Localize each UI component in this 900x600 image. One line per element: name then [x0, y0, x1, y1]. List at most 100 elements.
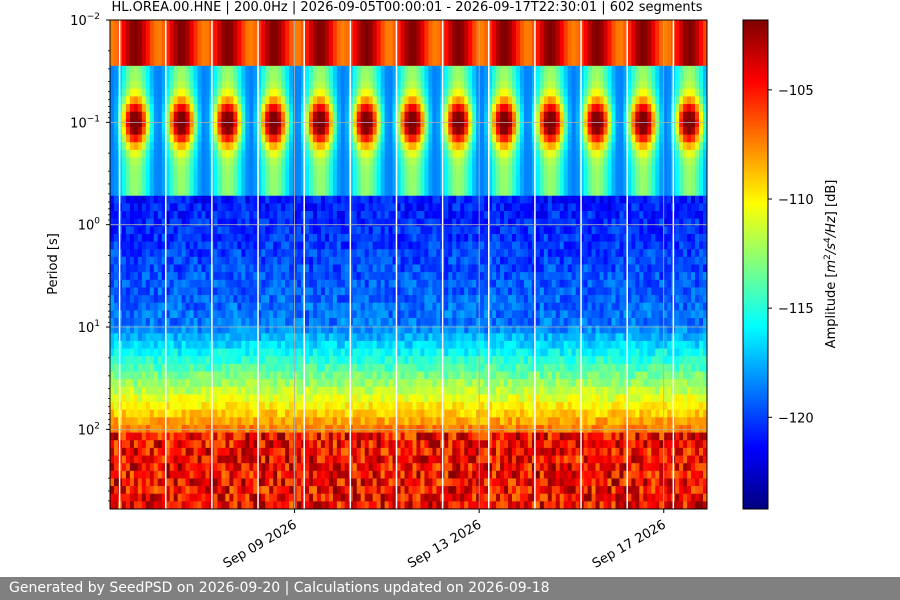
spectrogram-cell [261, 470, 266, 480]
spectrogram-cell [161, 317, 167, 327]
spectrogram-cell [309, 142, 314, 151]
spectrogram-cell [205, 310, 211, 319]
spectrogram-cell [312, 20, 318, 29]
spectrogram-cell [352, 172, 358, 182]
spectrogram-cell [145, 73, 151, 82]
spectrogram-cell [110, 96, 115, 105]
spectrogram-cell [261, 180, 266, 189]
spectrogram-cell [301, 447, 306, 457]
spectrogram-cell [289, 493, 294, 502]
spectrogram-cell [197, 386, 203, 395]
spectrogram-cell [360, 463, 366, 472]
spectrogram-cell [412, 447, 418, 457]
spectrogram-cell [324, 104, 330, 113]
spectrogram-cell [153, 287, 159, 296]
spectrogram-cell [285, 317, 290, 327]
spectrogram-cell [408, 371, 414, 380]
spectrogram-cell [392, 195, 398, 204]
spectrogram-cell [137, 432, 143, 441]
spectrogram-cell [293, 73, 298, 82]
spectrogram-cell [253, 317, 258, 327]
spectrogram-cell [217, 241, 223, 250]
spectrogram-cell [157, 157, 163, 166]
spectrogram-cell [213, 226, 219, 235]
spectrogram-cell [297, 149, 302, 159]
spectrogram-cell [328, 42, 334, 52]
spectrogram-cell [388, 287, 394, 296]
spectrogram-cell [380, 363, 386, 373]
spectrogram-cell [177, 73, 183, 82]
spectrogram-cell [364, 340, 370, 350]
spectrogram-cell [157, 180, 163, 189]
spectrogram-cell [368, 501, 374, 509]
spectrogram-cell [416, 218, 422, 227]
spectrogram-cell [352, 233, 358, 243]
spectrogram-cell [273, 81, 278, 90]
spectrogram-cell [221, 119, 227, 128]
spectrogram-cell [197, 402, 203, 411]
spectrogram-cell [129, 394, 135, 403]
spectrogram-cell [416, 58, 422, 67]
spectrogram-cell [376, 50, 382, 59]
spectrogram-cell [404, 134, 410, 143]
spectrogram-cell [125, 88, 131, 98]
spectrogram-cell [380, 501, 386, 509]
spectrogram-cell [193, 172, 199, 182]
spectrogram-cell [189, 501, 195, 509]
spectrogram-cell [213, 134, 219, 143]
spectrogram-cell [364, 218, 370, 227]
spectrogram-cell [368, 486, 374, 495]
spectrogram-cell [185, 302, 191, 311]
spectrogram-cell [257, 88, 262, 98]
spectrogram-cell [253, 501, 258, 509]
spectrogram-cell [344, 233, 350, 243]
spectrogram-cell [169, 20, 175, 29]
spectrogram-cell [372, 249, 378, 258]
spectrogram-cell [324, 447, 330, 457]
spectrogram-cell [324, 134, 330, 143]
spectrogram-cell [297, 119, 302, 128]
spectrogram-cell [121, 379, 127, 388]
spectrogram-cell [340, 233, 346, 243]
spectrogram-cell [269, 126, 274, 136]
spectrogram-cell [348, 463, 354, 472]
spectrogram-cell [145, 27, 151, 36]
spectrogram-cell [237, 165, 242, 174]
spectrogram-cell [392, 241, 398, 250]
spectrogram-cell [340, 88, 346, 98]
spectrogram-cell [205, 157, 211, 166]
spectrogram-cell [281, 226, 286, 235]
spectrogram-cell [237, 20, 242, 29]
spectrogram-cell [241, 333, 246, 342]
spectrogram-cell [205, 470, 211, 480]
spectrogram-cell [261, 264, 266, 273]
spectrogram-cell [137, 470, 143, 480]
spectrogram-cell [285, 325, 290, 334]
spectrogram-cell [396, 142, 402, 151]
spectrogram-cell [193, 417, 199, 426]
spectrogram-cell [181, 363, 187, 373]
spectrogram-cell [253, 440, 258, 449]
spectrogram-cell [368, 88, 374, 98]
spectrogram-cell [173, 172, 179, 182]
spectrogram-cell [193, 463, 199, 472]
spectrogram-cell [165, 440, 171, 449]
spectrogram-cell [360, 348, 366, 357]
spectrogram-cell [297, 325, 302, 334]
spectrogram-cell [189, 142, 195, 151]
spectrogram-cell [309, 486, 314, 495]
spectrogram-cell [328, 188, 334, 197]
spectrogram-cell [408, 340, 414, 350]
spectrogram-cell [324, 195, 330, 204]
spectrogram-cell [372, 302, 378, 311]
spectrogram-cell [372, 317, 378, 327]
spectrogram-cell [281, 501, 286, 509]
spectrogram-cell [360, 379, 366, 388]
spectrogram-cell [312, 363, 318, 373]
spectrogram-cell [293, 493, 298, 502]
spectrogram-cell [249, 157, 254, 166]
spectrogram-cell [384, 157, 390, 166]
spectrogram-cell [229, 394, 234, 403]
spectrogram-cell [145, 287, 151, 296]
spectrogram-cell [265, 310, 270, 319]
